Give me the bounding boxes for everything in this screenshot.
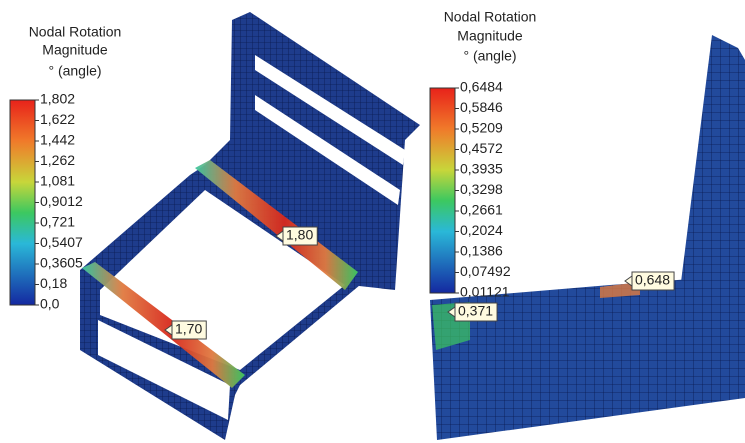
probe-text: 1,80	[286, 227, 313, 243]
probe-text: 0,371	[458, 303, 493, 319]
legend-label: 0,721	[40, 214, 75, 230]
color-scale	[430, 88, 455, 293]
legend-label: 0,3935	[460, 161, 503, 177]
legend-label: 0,6484	[460, 79, 503, 95]
probe-label: 0,648	[625, 272, 674, 290]
legend-label: 0,3298	[460, 181, 503, 197]
legend-label: 0,0	[40, 296, 60, 312]
legend-title: ° (angle)	[463, 48, 516, 64]
legend-label: 1,622	[40, 111, 75, 127]
legend-label: 0,18	[40, 275, 67, 291]
legend-label: 0,2024	[460, 222, 503, 238]
legend-label: 0,07492	[460, 263, 511, 279]
legend-label: 0,9012	[40, 193, 83, 209]
color-scale	[10, 100, 35, 305]
legend-label: 0,2661	[460, 202, 503, 218]
legend-title: ° (angle)	[48, 63, 101, 79]
legend-label: 1,442	[40, 132, 75, 148]
probe-label: 0,371	[448, 303, 497, 321]
probe-text: 1,70	[175, 321, 202, 337]
legend-label: 0,4572	[460, 140, 503, 156]
legend-label: 0,5846	[460, 99, 503, 115]
screenshot: Nodal Rotation Magnitude ° (angle) 1,802 1,6…	[0, 0, 745, 443]
legend-label: 0,5209	[460, 120, 503, 136]
legend-title: Nodal Rotation	[29, 24, 122, 40]
legend-label: 0,3605	[40, 255, 83, 271]
legend-title: Magnitude	[457, 28, 523, 44]
legend-label: 0,01121	[460, 284, 510, 300]
legend-title: Nodal Rotation	[444, 9, 537, 25]
legend-label: 0,1386	[460, 243, 503, 259]
legend-label: 1,081	[40, 173, 75, 189]
legend-title: Magnitude	[42, 42, 108, 58]
left-model	[80, 12, 420, 440]
legend-label: 1,262	[40, 152, 75, 168]
legend-label: 0,5407	[40, 234, 83, 250]
probe-text: 0,648	[635, 272, 670, 288]
legend-label: 1,802	[40, 91, 75, 107]
